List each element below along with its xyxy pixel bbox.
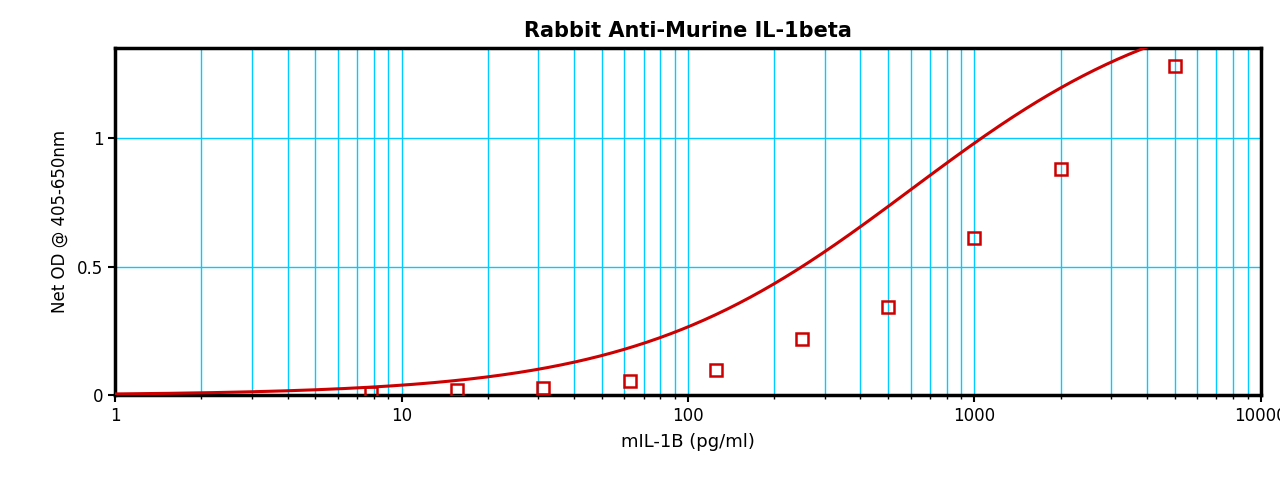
Title: Rabbit Anti-Murine IL-1beta: Rabbit Anti-Murine IL-1beta xyxy=(524,21,852,41)
Y-axis label: Net OD @ 405-650nm: Net OD @ 405-650nm xyxy=(51,130,69,313)
X-axis label: mIL-1B (pg/ml): mIL-1B (pg/ml) xyxy=(621,433,755,451)
